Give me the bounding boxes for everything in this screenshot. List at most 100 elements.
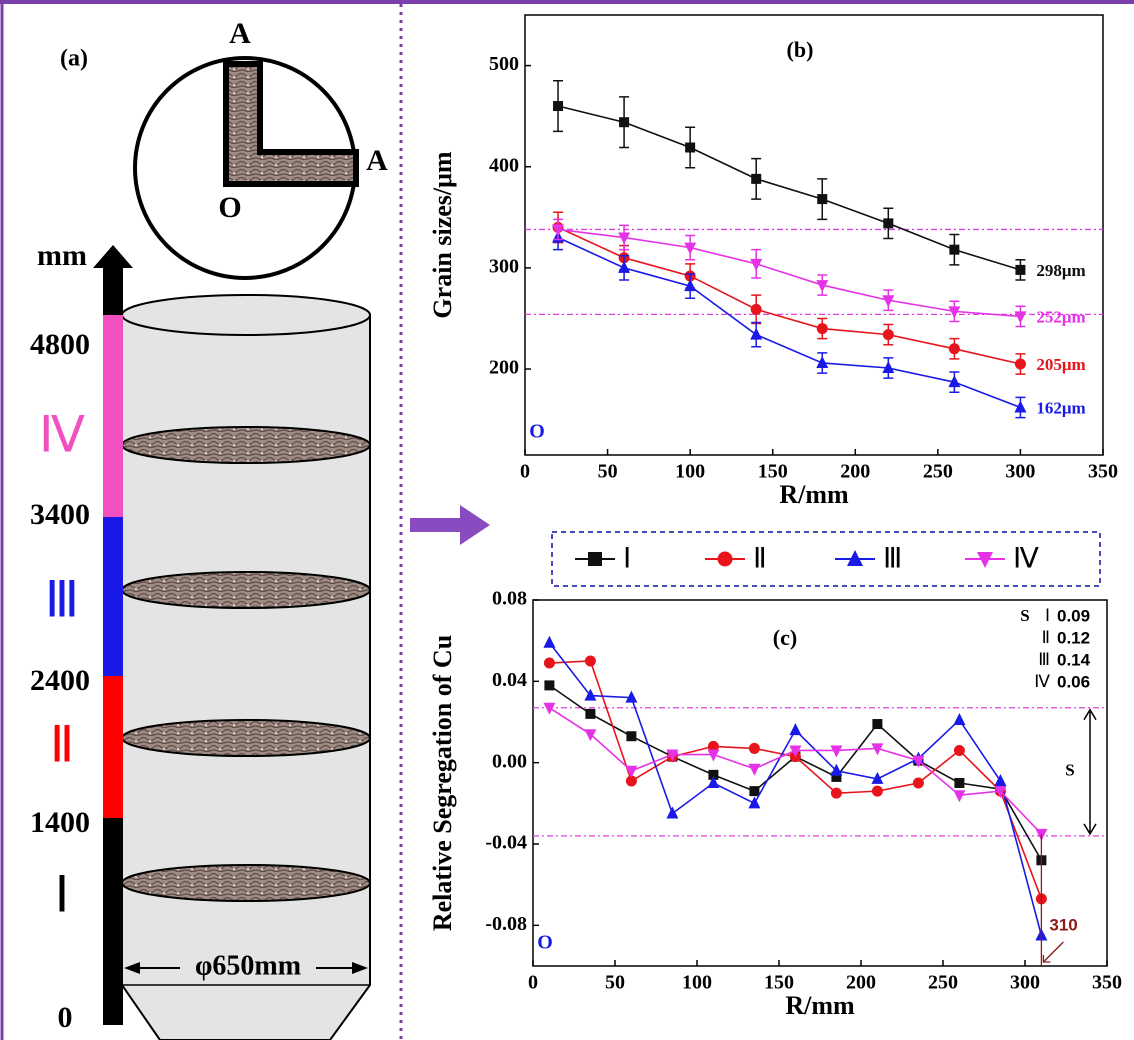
marker [912,777,924,789]
bar-segment [103,818,123,1025]
y-tick-label: 0.00 [492,750,527,772]
marker [553,101,564,112]
ingot-top [121,294,371,336]
s-zone: Ⅳ [1034,672,1050,691]
marker [948,343,960,355]
s-value: 0.09 [1057,606,1090,625]
s-value: 0.12 [1057,628,1090,647]
x-tick-label: 50 [598,461,618,483]
marker [707,776,720,788]
marker [882,295,895,308]
marker [1015,264,1026,275]
marker [871,771,884,784]
slices [121,426,371,902]
slice [121,719,371,757]
bar-segment [103,676,123,818]
x-axis-label: R/mm [779,480,849,509]
marker [707,740,719,752]
marker [684,279,697,292]
marker [871,785,883,797]
marker [830,787,842,799]
marker [751,173,762,184]
series-line [557,226,1021,365]
marker [948,375,961,388]
corner-label: A [366,144,388,177]
legend-box [551,531,1101,587]
chart-title: (c) [773,625,797,650]
s-zone: Ⅱ [1042,628,1050,647]
marker [552,224,565,237]
bar-segment [103,315,123,517]
series-line [548,642,1043,936]
marker [618,260,631,273]
marker [749,786,760,797]
marker [872,719,883,730]
s-header: S [1020,606,1029,625]
origin-label: O [537,932,553,954]
unit-label: mm [37,239,87,272]
series-line [557,105,1021,271]
marker [994,773,1007,786]
marker [1014,358,1026,370]
height-label: 2400 [30,664,90,697]
marker [750,303,762,315]
series-line [548,684,1043,861]
zone-label: Ⅲ [45,571,79,627]
x-tick-label: 300 [1005,461,1035,483]
x-tick-label: 50 [605,972,625,994]
marker [626,731,637,742]
marker [618,232,631,245]
y-tick-label: 200 [489,357,519,379]
legend-label: Ⅳ [1013,543,1039,574]
y-tick-label: -0.08 [485,913,527,935]
slice [121,864,371,902]
marker [584,688,597,701]
x-tick-label: 250 [928,972,958,994]
bar-segment [103,265,123,315]
y-axis-label: Relative Segregation of Cu [428,635,457,931]
marker [953,790,966,803]
zone-label: Ⅳ [39,406,85,462]
marker [543,635,556,648]
marker [544,680,555,691]
marker [954,778,965,788]
range-arrow [1083,708,1097,836]
legend-label: Ⅰ [623,543,631,574]
marker [1014,311,1027,324]
slice [121,571,371,609]
x-tick-label: 350 [1088,461,1118,483]
marker [816,355,829,368]
end-label: 162μm [1036,398,1085,417]
slice [121,426,371,464]
s-zone: Ⅲ [1038,650,1050,669]
height-label: 3400 [30,498,90,531]
plot-frame [524,14,1104,456]
diameter-label: φ650mm [195,950,301,981]
bar-segment [103,517,123,676]
marker [912,755,925,768]
x-tick-label: 150 [758,461,788,483]
height-bar [93,245,133,1025]
x-axis-label: R/mm [785,991,855,1020]
s-zone: Ⅰ [1045,606,1050,625]
marker [666,749,679,762]
marker [684,242,697,255]
x-tick-label: 0 [528,972,538,994]
height-label: 0 [58,1001,73,1034]
height-label: 1400 [30,806,90,839]
x-tick-label: 200 [840,461,870,483]
marker [748,742,760,754]
marker [748,796,761,809]
legend-label: Ⅲ [883,543,902,574]
marker [748,763,761,776]
panel-label: (a) [60,46,88,72]
dim-arrowhead [352,962,368,974]
marker [953,712,966,725]
x-tick-label: 250 [923,461,953,483]
legend-marker [977,552,993,568]
x-tick-label: 150 [764,972,794,994]
y-tick-label: -0.04 [485,832,527,854]
marker [953,744,965,756]
zone-label: Ⅰ [55,866,70,922]
